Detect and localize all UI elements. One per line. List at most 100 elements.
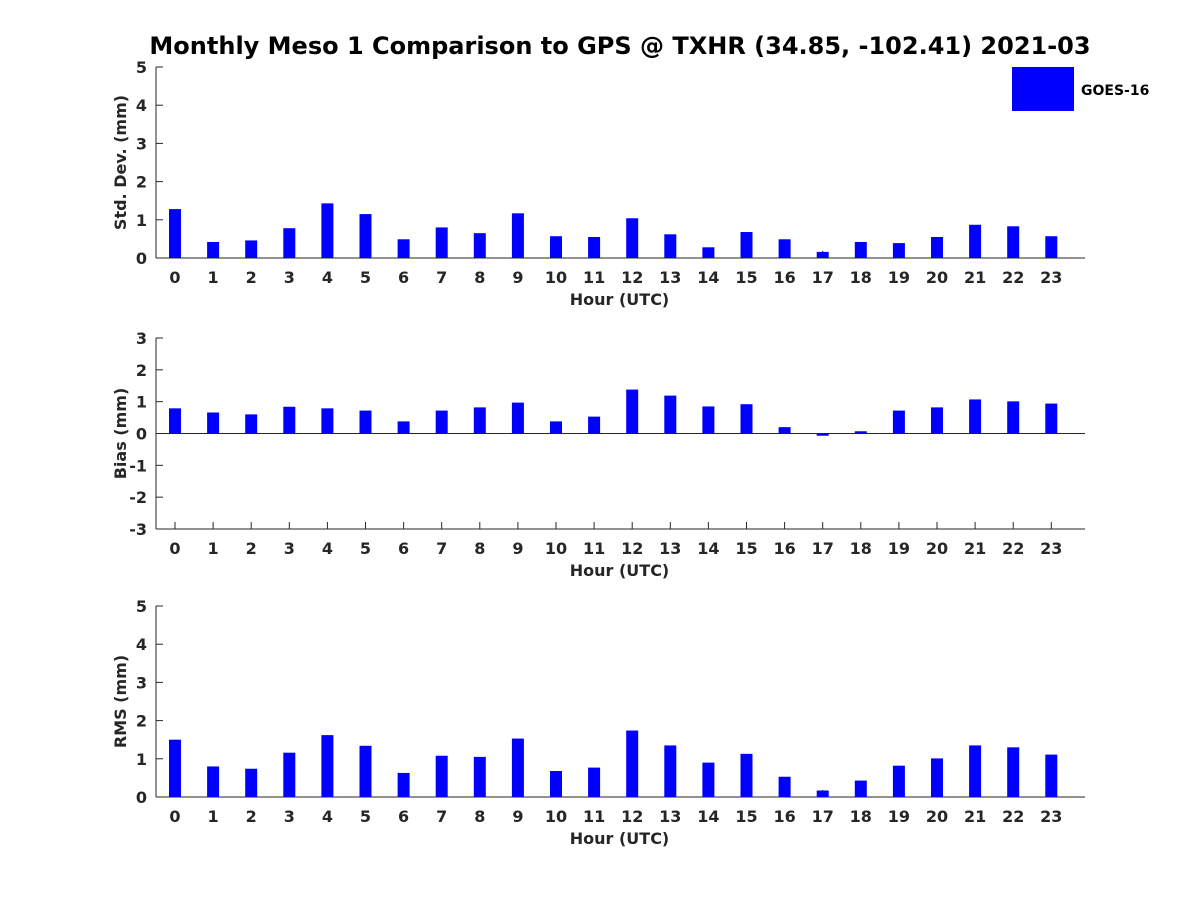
bar-std-dev-hour-21: [969, 224, 982, 258]
x-tick-label: 2: [246, 807, 257, 826]
y-tick-label: 4: [136, 96, 147, 115]
x-tick-label: 1: [208, 539, 219, 558]
x-tick-label: 20: [926, 807, 948, 826]
bar-bias-hour-6: [397, 421, 410, 434]
bar-rms-hour-14: [702, 762, 715, 797]
x-axis-label: Hour (UTC): [570, 561, 670, 580]
y-tick-label: 1: [136, 393, 147, 412]
bar-rms-hour-9: [511, 738, 524, 797]
y-tick-label: 4: [136, 635, 147, 654]
y-tick-label: 0: [136, 788, 147, 807]
y-tick-label: 2: [136, 173, 147, 192]
x-tick-label: 23: [1040, 268, 1062, 287]
x-tick-label: 14: [697, 807, 719, 826]
x-tick-label: 7: [436, 539, 447, 558]
x-tick-label: 16: [773, 807, 795, 826]
bar-std-dev-hour-12: [626, 218, 639, 258]
x-tick-label: 23: [1040, 807, 1062, 826]
bar-bias-hour-20: [931, 407, 943, 434]
x-tick-label: 22: [1002, 807, 1024, 826]
y-tick-label: 0: [136, 249, 147, 268]
x-tick-label: 8: [474, 268, 485, 287]
bar-rms-hour-23: [1045, 754, 1058, 797]
bar-std-dev-hour-4: [321, 203, 334, 258]
bar-rms-hour-6: [397, 772, 410, 797]
bar-rms-hour-2: [245, 768, 258, 797]
bar-bias-hour-5: [359, 410, 372, 434]
x-tick-label: 5: [360, 268, 371, 287]
bar-rms-hour-4: [321, 735, 334, 797]
bar-rms-hour-18: [854, 780, 867, 797]
x-tick-label: 17: [812, 539, 834, 558]
bar-rms-hour-7: [435, 755, 448, 797]
y-tick-label: -1: [129, 456, 147, 475]
x-tick-label: 18: [850, 268, 872, 287]
y-axis-label: Std. Dev. (mm): [111, 95, 130, 230]
y-tick-label: 5: [136, 58, 147, 77]
x-tick-label: 20: [926, 268, 948, 287]
x-tick-label: 2: [246, 539, 257, 558]
x-tick-label: 19: [888, 539, 910, 558]
bar-std-dev-hour-6: [397, 239, 410, 258]
x-tick-label: 23: [1040, 539, 1062, 558]
y-tick-label: 2: [136, 712, 147, 731]
chart-title: Monthly Meso 1 Comparison to GPS @ TXHR …: [149, 32, 1090, 60]
y-tick-label: 0: [136, 425, 147, 444]
x-tick-label: 18: [850, 807, 872, 826]
x-tick-label: 4: [322, 539, 333, 558]
bar-bias-hour-2: [245, 414, 258, 434]
x-tick-label: 22: [1002, 268, 1024, 287]
bar-rms-hour-13: [664, 745, 677, 797]
bar-bias-hour-22: [1007, 401, 1020, 434]
x-tick-label: 13: [659, 807, 681, 826]
bar-std-dev-hour-22: [1007, 226, 1020, 258]
bar-rms-hour-12: [626, 730, 639, 797]
bar-rms-hour-8: [473, 756, 486, 797]
bar-bias-hour-7: [435, 410, 448, 434]
x-tick-label: 12: [621, 268, 643, 287]
x-tick-label: 0: [169, 539, 180, 558]
x-tick-label: 0: [169, 807, 180, 826]
x-tick-label: 12: [621, 807, 643, 826]
x-tick-label: 13: [659, 268, 681, 287]
x-tick-label: 22: [1002, 539, 1024, 558]
x-tick-label: 12: [621, 539, 643, 558]
y-tick-label: -2: [129, 488, 147, 507]
bar-bias-hour-16: [778, 427, 791, 434]
bar-std-dev-hour-13: [664, 234, 677, 258]
legend-label-goes-16: GOES-16: [1081, 83, 1149, 99]
x-tick-label: 19: [888, 268, 910, 287]
x-tick-label: 16: [773, 539, 795, 558]
bar-rms-hour-10: [550, 771, 562, 797]
bar-std-dev-hour-11: [588, 236, 601, 258]
bar-rms-hour-0: [169, 739, 181, 797]
x-tick-label: 0: [169, 268, 180, 287]
x-tick-label: 10: [545, 539, 567, 558]
bar-std-dev-hour-5: [359, 214, 372, 258]
bar-bias-hour-14: [702, 406, 715, 434]
x-tick-label: 21: [964, 539, 986, 558]
bar-std-dev-hour-9: [511, 213, 524, 258]
bar-bias-hour-12: [626, 389, 639, 434]
x-tick-label: 7: [436, 268, 447, 287]
bar-std-dev-hour-7: [435, 227, 448, 258]
bar-rms-hour-5: [359, 745, 372, 797]
bar-bias-hour-11: [588, 416, 601, 434]
bar-bias-hour-15: [740, 404, 753, 434]
bar-std-dev-hour-18: [854, 241, 867, 258]
x-tick-label: 17: [812, 807, 834, 826]
x-tick-label: 14: [697, 268, 719, 287]
bar-bias-hour-19: [892, 410, 905, 434]
bar-rms-hour-19: [892, 765, 905, 797]
x-tick-label: 1: [208, 268, 219, 287]
x-tick-label: 20: [926, 539, 948, 558]
bar-std-dev-hour-16: [778, 239, 791, 258]
bar-std-dev-hour-20: [931, 236, 943, 258]
x-tick-label: 15: [735, 807, 757, 826]
bar-rms-hour-1: [207, 766, 220, 797]
y-tick-label: 3: [136, 329, 147, 348]
